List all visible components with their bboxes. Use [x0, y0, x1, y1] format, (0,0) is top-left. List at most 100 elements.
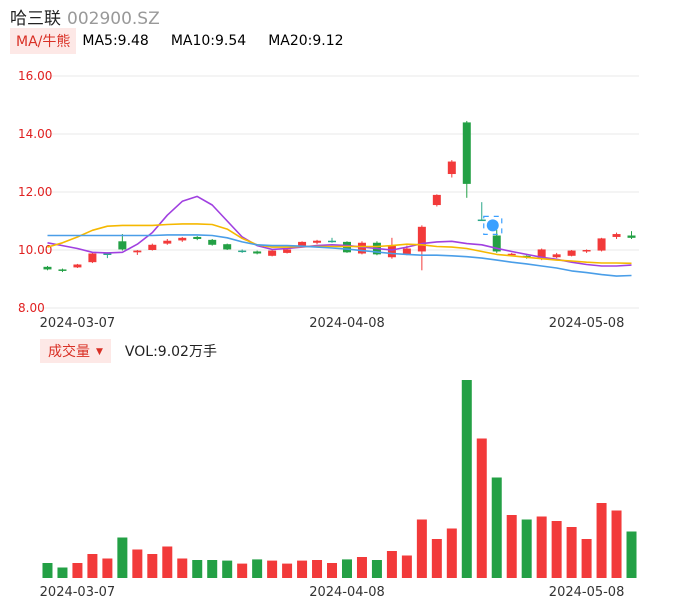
candle-body [163, 240, 172, 244]
volume-bar [446, 528, 457, 578]
volume-bar [147, 554, 158, 578]
candle-body [73, 264, 82, 268]
candle-body [298, 241, 307, 246]
volume-bar [476, 438, 487, 578]
volume-bar [177, 558, 188, 578]
ma10-line [47, 223, 632, 265]
ma5-line [47, 195, 632, 267]
candle-body [43, 266, 52, 270]
volume-bar [491, 477, 502, 578]
caret-down-icon: ▼ [96, 347, 103, 357]
volume-bar [341, 559, 352, 578]
marker-icon [486, 219, 499, 232]
volume-indicator-label: 成交量 [48, 344, 90, 360]
x-tick-label: 2024-05-08 [549, 585, 625, 600]
candle-body [567, 250, 576, 256]
candle-body [447, 161, 456, 175]
candle-body [103, 253, 112, 255]
marker-frame [483, 215, 503, 235]
volume-bar [566, 527, 577, 578]
candle-body [402, 248, 411, 255]
candle-body [313, 240, 322, 243]
ma20-label: MA20:9.12 [268, 33, 344, 49]
volume-bar [162, 546, 173, 578]
volume-bar [596, 503, 607, 578]
candle-body [582, 250, 591, 252]
volume-bar [57, 567, 68, 578]
y-tick-label: 16.00 [18, 69, 52, 83]
volume-bar [386, 551, 397, 578]
y-tick-label: 14.00 [18, 127, 52, 141]
volume-bar [207, 560, 218, 578]
x-tick-label: 2024-04-08 [309, 316, 385, 331]
volume-bar [581, 539, 592, 578]
volume-bar [72, 563, 83, 578]
candle-body [133, 250, 142, 253]
volume-bar [416, 519, 427, 578]
x-tick-label: 2024-03-07 [40, 316, 116, 331]
ma10-label: MA10:9.54 [170, 33, 247, 49]
stock-name: 哈三联 [10, 9, 61, 29]
candle-body [462, 122, 471, 184]
candle-body [148, 244, 157, 250]
volume-bar [252, 559, 263, 578]
volume-bar [267, 560, 278, 578]
moving-average-lines [47, 195, 632, 277]
volume-bar [222, 560, 233, 578]
volume-bar [192, 560, 203, 578]
candle-body [283, 249, 292, 253]
candle-body [627, 235, 636, 238]
ma5-label: MA5:9.48 [82, 33, 149, 49]
volume-bar [327, 563, 338, 578]
candle-body [328, 240, 337, 243]
volume-bar [87, 554, 98, 578]
volume-bar [102, 558, 113, 578]
candle-body [118, 241, 127, 250]
candle-body [238, 250, 247, 253]
volume-bar [506, 515, 517, 578]
x-tick-label: 2024-05-08 [549, 316, 625, 331]
price-gridlines [40, 75, 639, 309]
volume-indicator-button[interactable]: 成交量 ▼ [40, 339, 111, 363]
volume-bar [282, 563, 293, 578]
event-marker[interactable] [483, 215, 503, 235]
volume-bar [117, 537, 128, 578]
candle-body [597, 238, 606, 251]
candle-body [253, 251, 262, 254]
volume-bar [371, 560, 382, 578]
x-tick-label: 2024-03-07 [40, 585, 116, 600]
candle-body [178, 237, 187, 241]
volume-bar [297, 560, 308, 578]
candle-body [612, 234, 621, 237]
candle-body [193, 236, 202, 239]
candle-body [477, 219, 486, 222]
volume-bar [401, 555, 412, 578]
price-date-axis: 2024-03-07 2024-04-08 2024-05-08 [40, 316, 625, 331]
candle-body [88, 253, 97, 263]
volume-toolbar: 成交量 ▼ VOL:9.02万手 [40, 339, 217, 363]
candle-body [552, 254, 561, 258]
volume-date-axis: 2024-03-07 2024-04-08 2024-05-08 [40, 585, 625, 600]
ma20-line [47, 234, 632, 277]
candle-body [537, 249, 546, 259]
volume-bar [132, 549, 143, 578]
volume-bar [461, 380, 472, 578]
volume-bar [356, 557, 367, 578]
candle-body [507, 253, 516, 256]
candlestick-series [43, 120, 636, 273]
candle-body [387, 245, 396, 258]
candle-body [492, 235, 501, 252]
y-tick-label: 10.00 [18, 243, 52, 257]
volume-bar [42, 563, 53, 578]
volume-bar [237, 563, 248, 578]
volume-bar [312, 560, 323, 578]
ma-toolbar: MA/牛熊 MA5:9.48 MA10:9.54 MA20:9.12 [10, 28, 366, 54]
candle-body [58, 269, 67, 271]
volume-bar [536, 516, 547, 578]
volume-bar [626, 531, 637, 578]
ma-indicator-button[interactable]: MA/牛熊 [10, 28, 77, 54]
candle-body [432, 194, 441, 206]
volume-bar [521, 519, 532, 578]
volume-bar [551, 521, 562, 578]
